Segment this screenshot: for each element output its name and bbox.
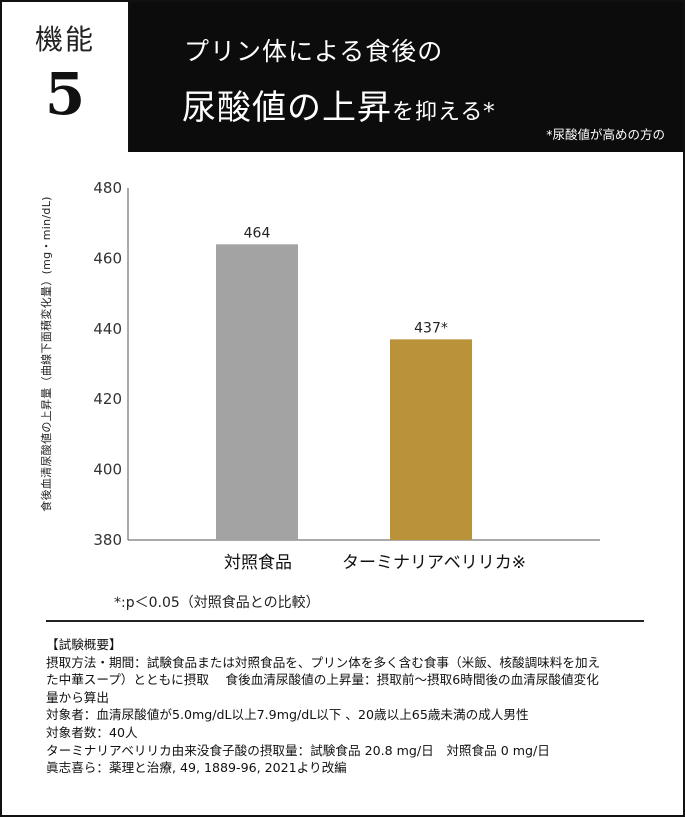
summary-line: 摂取方法・期間：試験食品または対照食品を、プリン体を多く含む食事（米飯、核酸調味… <box>46 654 601 670</box>
header-note: *尿酸値が高めの方の <box>546 127 665 142</box>
function-badge: 機能 5 <box>2 2 130 152</box>
title-suffix: を抑える* <box>392 100 496 125</box>
summary-line: 対象者数：40人 <box>46 724 138 740</box>
data-label: 437* <box>414 320 448 336</box>
badge-label: 機能 <box>34 23 95 56</box>
bar <box>216 244 298 540</box>
bar-chart: 380 400 420 440 460 480 464 437* 対照食品 ターミナリアベリリカ※ <box>93 179 600 573</box>
title-line1: プリン体による食後の <box>184 37 444 66</box>
x-category-label: 対照食品 <box>224 553 292 573</box>
x-category-label: ターミナリアベリリカ※ <box>342 553 526 573</box>
badge-number: 5 <box>44 60 86 128</box>
y-tick-label: 440 <box>93 320 122 338</box>
summary-line: 対象者：血清尿酸値が5.0mg/dL以上7.9mg/dL以下 、20歳以上65歳… <box>46 707 529 723</box>
summary-line: 量から算出 <box>46 689 109 705</box>
title-line2: 尿酸値の上昇を抑える* <box>182 80 495 129</box>
y-tick-label: 380 <box>93 531 122 549</box>
y-tick-label: 480 <box>93 179 122 197</box>
significance-footnote: *:p＜0.05（対照食品との比較） <box>114 595 320 611</box>
y-tick-label: 460 <box>93 249 122 267</box>
summary-line: ターミナリアベリリカ由来没食子酸の摂取量：試験食品 20.8 mg/日 対照食品… <box>46 742 550 758</box>
y-axis-label: 食後血清尿酸値の上昇量（曲線下面積変化量）(mg・min/dL) <box>40 196 53 512</box>
title-main: 尿酸値の上昇 <box>182 88 392 128</box>
summary-line: た中華スープ）とともに摂取 食後血清尿酸値の上昇量：摂取前〜摂取6時間後の血清尿… <box>46 672 599 688</box>
study-summary: 【試験概要】 摂取方法・期間：試験食品または対照食品を、プリン体を多く含む食事（… <box>46 636 666 777</box>
summary-line: 眞志喜ら：薬理と治療, 49, 1889-96, 2021より改編 <box>46 760 347 776</box>
y-tick-label: 400 <box>93 461 122 479</box>
y-tick-label: 420 <box>93 390 122 408</box>
divider <box>46 620 644 622</box>
bar <box>390 339 472 540</box>
data-label: 464 <box>244 225 271 241</box>
summary-heading: 【試験概要】 <box>46 637 122 652</box>
header: 機能 5 プリン体による食後の 尿酸値の上昇を抑える* *尿酸値が高めの方の <box>2 2 683 152</box>
